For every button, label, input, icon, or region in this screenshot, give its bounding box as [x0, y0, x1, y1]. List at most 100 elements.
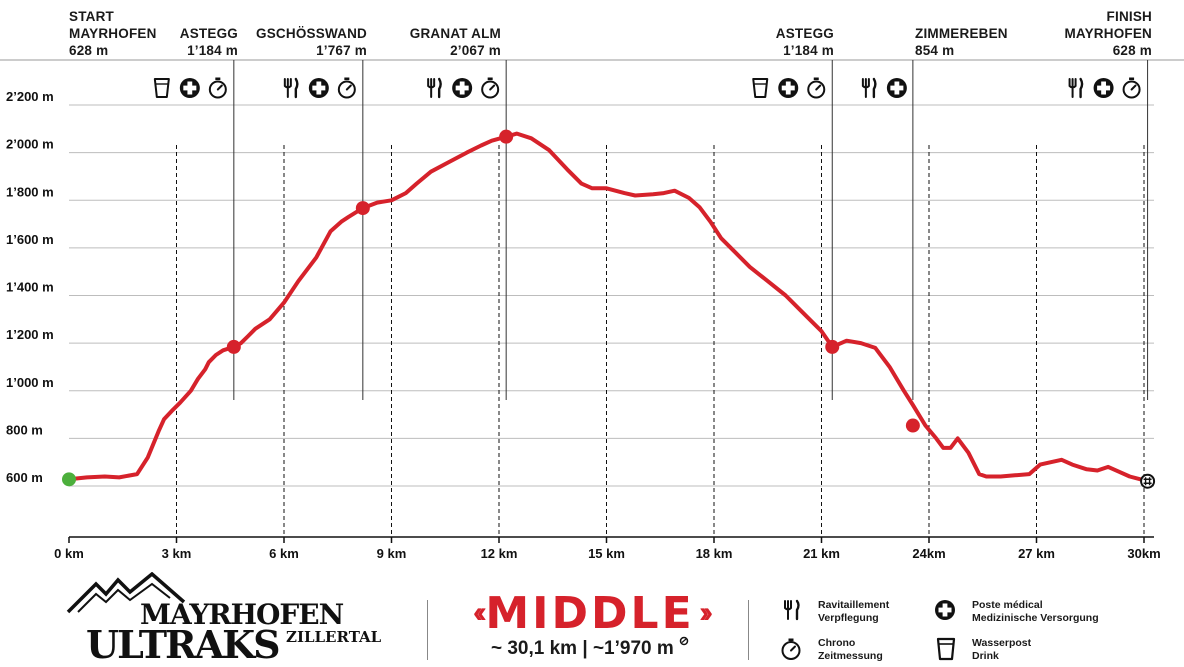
food-icon-knife	[1079, 77, 1084, 99]
chrono-icon-face	[1122, 80, 1141, 99]
chrono-icon	[1122, 77, 1141, 99]
x-tick-label: 24km	[912, 546, 945, 561]
food-icon	[1068, 77, 1084, 99]
legend-food-label-2: Verpflegung	[818, 612, 879, 624]
medical-icon	[778, 78, 799, 98]
medical-icon-bar-h	[183, 85, 197, 91]
chevron-left-icon: ‹‹	[472, 596, 487, 629]
chrono-icon-crown	[215, 77, 221, 80]
station-marker	[905, 418, 920, 433]
station-name: ASTEGG	[775, 26, 834, 41]
station-label-granat-alm: GRANAT ALM 2’067 m	[410, 25, 501, 59]
x-tick-label: 30km	[1127, 546, 1160, 561]
food-icon-knife	[294, 77, 299, 99]
chrono-icon-hand	[815, 84, 822, 91]
medical-icon-bar-h	[781, 85, 795, 91]
legend-medical-label-1: Poste médical	[972, 599, 1043, 611]
food-icon-knife	[872, 77, 877, 99]
x-tick-label: 15 km	[588, 546, 625, 561]
finish-checker-pattern	[1143, 477, 1152, 486]
medical-icon	[1093, 78, 1114, 98]
elevation-gain-icon	[679, 636, 689, 646]
station-elevation: 628 m	[1112, 43, 1152, 58]
station-name: ASTEGG	[179, 26, 238, 41]
y-tick-label: 1’000 m	[6, 375, 54, 390]
finish-flag-marker	[1140, 473, 1156, 489]
y-tick-label: 1’800 m	[6, 184, 54, 199]
x-tick-label: 18 km	[696, 546, 733, 561]
station-marker	[499, 129, 514, 144]
medical-icon-bar-h	[1097, 85, 1111, 91]
chrono-icon-crown	[1129, 77, 1135, 80]
station-elevation: 1’184 m	[783, 43, 834, 58]
food-icon-fork	[1068, 78, 1077, 98]
chrono-icon-crown	[487, 77, 493, 80]
chrono-icon	[807, 77, 826, 99]
mountain-logo-icon	[66, 572, 186, 614]
food-icon	[283, 77, 299, 99]
legend-food: Ravitaillement Verpflegung	[818, 599, 889, 625]
medical-icon-bar-h	[312, 85, 326, 91]
drink-icon-cup	[752, 78, 769, 98]
x-tick-label: 6 km	[269, 546, 299, 561]
legend-medical-label-2: Medizinische Versorgung	[972, 612, 1099, 624]
race-title-block: ‹‹ MIDDLE ›› ~ 30,1 km | ~1’970 m	[440, 590, 740, 661]
start-marker	[62, 472, 76, 487]
race-elevation: ~1’970 m	[592, 638, 674, 659]
food-icon-fork	[861, 78, 870, 98]
station-marker	[355, 201, 370, 216]
legend-chrono: Chrono Zeitmessung	[818, 637, 883, 663]
drink-icon	[153, 78, 170, 98]
station-label-zimmereben: ZIMMEREBEN 854 m	[915, 25, 1008, 59]
legend-chrono-label-1: Chrono	[818, 637, 856, 649]
medical-icon	[935, 600, 955, 620]
station-label-start: START MAYRHOFEN 628 m	[69, 8, 157, 59]
station-name: FINISH	[1106, 9, 1152, 24]
x-tick-label: 21 km	[803, 546, 840, 561]
drink-icon	[752, 78, 769, 98]
medical-icon	[886, 78, 907, 98]
chrono-icon	[208, 77, 227, 99]
medical-icon	[308, 78, 329, 98]
y-tick-label: 2’200 m	[6, 89, 54, 104]
y-tick-label: 1’200 m	[6, 327, 54, 342]
y-tick-label: 1’600 m	[6, 232, 54, 247]
x-tick-label: 0 km	[54, 546, 84, 561]
x-tick-label: 9 km	[377, 546, 407, 561]
legend-drink-label-2: Drink	[972, 650, 999, 662]
medical-icon-bar-h	[890, 85, 904, 91]
race-name: MIDDLE	[485, 588, 695, 639]
chrono-icon	[337, 77, 356, 99]
station-name-2: MAYRHOFEN	[69, 26, 157, 41]
station-name: GSCHÖSSWAND	[256, 26, 367, 41]
chrono-icon-face	[208, 80, 227, 99]
chrono-icon-hand	[216, 84, 223, 91]
food-icon	[861, 77, 877, 99]
y-tick-label: 600 m	[6, 470, 43, 485]
station-label-astegg-1: ASTEGG 1’184 m	[180, 25, 238, 59]
legend-medical: Poste médical Medizinische Versorgung	[972, 599, 1099, 625]
station-elevation: 628 m	[69, 43, 109, 58]
chrono-icon	[481, 77, 500, 99]
station-elevation: 2’067 m	[450, 43, 501, 58]
x-tick-label: 27 km	[1018, 546, 1055, 561]
elevation-profile-line	[67, 131, 1150, 484]
logo-mayrhofen: MAYRHOFEN	[140, 598, 344, 631]
food-icon-knife	[437, 77, 442, 99]
station-elevation: 854 m	[915, 43, 955, 58]
race-stats: ~ 30,1 km | ~1’970 m	[440, 636, 740, 661]
food-icon	[427, 77, 442, 99]
finish-marker-outline	[1140, 473, 1156, 489]
legend-drink: Wasserpost Drink	[972, 637, 1031, 663]
chrono-icon-hand	[1130, 84, 1137, 91]
station-name: ZIMMEREBEN	[915, 26, 1008, 41]
chrono-icon-face	[337, 80, 356, 99]
station-name: GRANAT ALM	[409, 26, 501, 41]
race-distance: ~ 30,1 km	[490, 638, 578, 659]
footer-divider-left	[427, 600, 428, 660]
station-elevation: 1’767 m	[316, 43, 367, 58]
legend-chrono-label-2: Zeitmessung	[818, 650, 883, 662]
medical-icon-bar-h	[455, 85, 469, 91]
drink-icon-cup	[153, 78, 170, 98]
